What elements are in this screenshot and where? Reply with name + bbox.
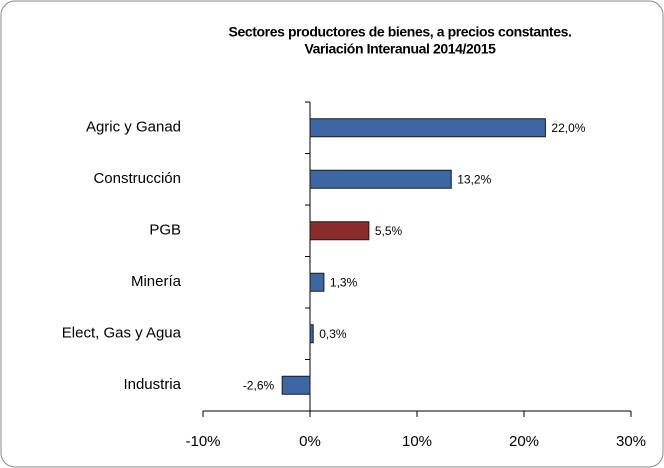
y-tick-label: Industria xyxy=(123,376,181,393)
y-tick-label: Construcción xyxy=(93,170,181,187)
chart-title: Sectores productores de bienes, a precio… xyxy=(229,24,572,40)
x-tick-label: -10% xyxy=(185,433,220,450)
bar xyxy=(309,118,546,138)
value-label: 0,3% xyxy=(319,327,347,341)
value-label: -2,6% xyxy=(243,378,275,392)
value-label: 22,0% xyxy=(551,121,585,135)
value-label: 13,2% xyxy=(457,172,491,186)
value-label: 5,5% xyxy=(375,224,403,238)
x-tick-label: 0% xyxy=(299,433,321,450)
y-tick-label: Minería xyxy=(131,273,182,290)
bar xyxy=(281,375,311,395)
value-label: 1,3% xyxy=(330,275,358,289)
chart-subtitle: Variación Interanual 2014/2015 xyxy=(304,41,496,57)
bar xyxy=(309,221,370,241)
bar xyxy=(309,272,325,292)
bar xyxy=(309,169,452,189)
y-tick-label: Elect, Gas y Agua xyxy=(62,325,182,342)
x-tick-label: 30% xyxy=(616,433,646,450)
y-tick-label: Agric y Ganad xyxy=(86,119,181,136)
x-tick-label: 10% xyxy=(402,433,432,450)
y-tick-label: PGB xyxy=(149,222,181,239)
x-tick-label: 20% xyxy=(509,433,539,450)
bar xyxy=(309,324,314,344)
